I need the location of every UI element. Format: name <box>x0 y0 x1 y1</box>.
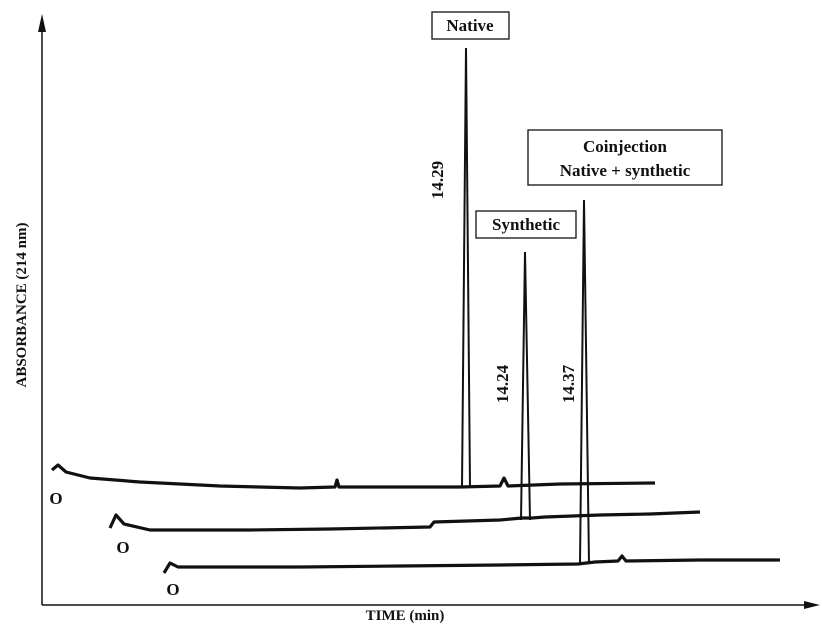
trace-label: Coinjection <box>583 137 668 156</box>
origin-label: O <box>116 538 129 557</box>
x-axis-label: TIME (min) <box>366 608 445 624</box>
trace-label: Native + synthetic <box>560 161 691 180</box>
label-box <box>431 11 510 40</box>
coinjection-peak <box>579 199 590 565</box>
peak-label: 14.37 <box>559 364 578 403</box>
label-box <box>475 210 577 239</box>
peak-label: 14.24 <box>493 364 512 403</box>
native-trace <box>50 463 656 490</box>
origin-label: O <box>166 580 179 599</box>
synthetic-trace <box>108 510 701 532</box>
native-peak <box>461 47 471 488</box>
trace-label: Native <box>446 16 494 35</box>
synthetic-peak <box>520 251 531 521</box>
coinjection-trace <box>162 554 780 574</box>
y-axis-label: ABSORBANCE (214 nm) <box>14 222 30 387</box>
origin-label: O <box>49 489 62 508</box>
peak-label: 14.29 <box>428 161 447 199</box>
trace-label: Synthetic <box>492 215 560 234</box>
y-axis-arrow <box>38 14 46 32</box>
label-box <box>527 129 723 186</box>
x-axis-arrow <box>804 601 820 609</box>
